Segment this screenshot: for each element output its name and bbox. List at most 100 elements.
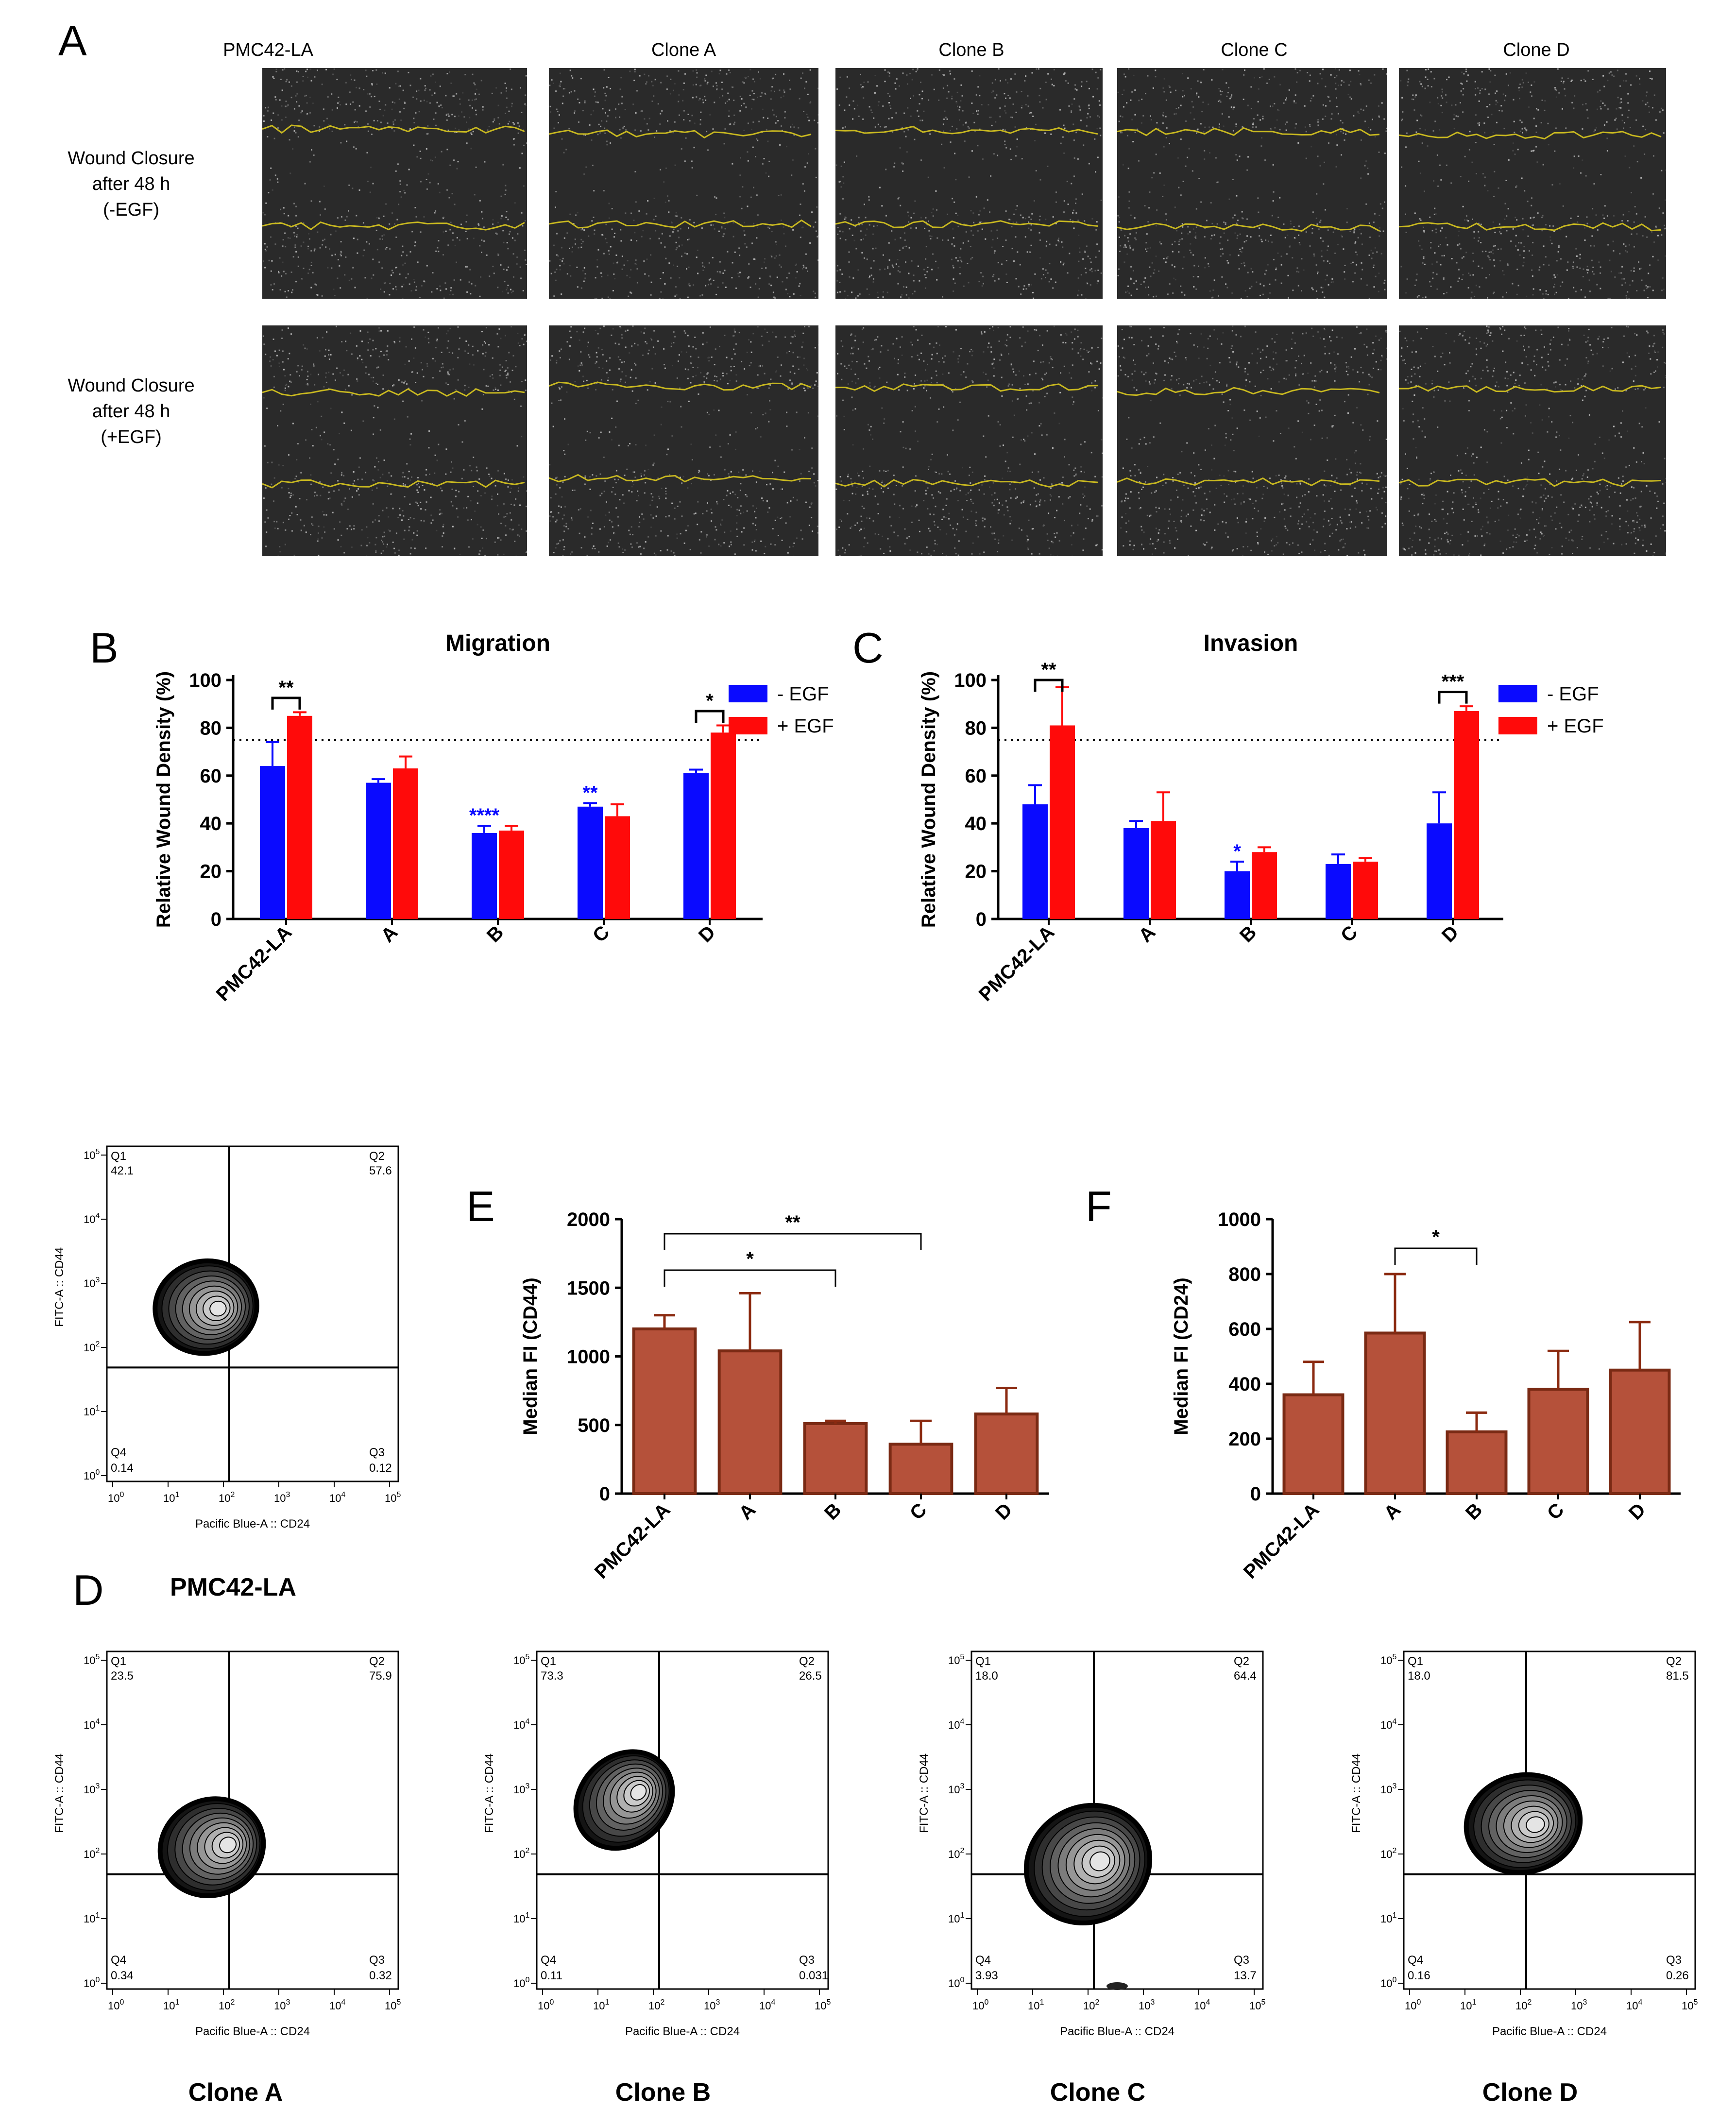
texture-speck bbox=[515, 498, 517, 500]
texture-speck bbox=[1652, 193, 1654, 195]
texture-speck bbox=[882, 105, 884, 107]
texture-speck bbox=[1162, 196, 1164, 197]
texture-speck bbox=[981, 221, 983, 223]
texture-speck bbox=[1315, 217, 1317, 219]
texture-speck bbox=[402, 400, 404, 402]
texture-speck bbox=[1134, 237, 1136, 239]
texture-speck bbox=[587, 345, 588, 347]
texture-speck bbox=[899, 147, 901, 149]
texture-speck bbox=[325, 381, 327, 383]
texture-speck bbox=[947, 239, 949, 241]
texture-speck bbox=[1009, 523, 1011, 525]
texture-speck bbox=[452, 505, 454, 507]
texture-speck bbox=[438, 105, 440, 107]
texture-speck bbox=[387, 122, 389, 124]
texture-speck bbox=[416, 502, 418, 504]
wound-edge-line bbox=[835, 220, 1098, 228]
texture-speck bbox=[1195, 288, 1197, 290]
texture-speck bbox=[1063, 365, 1065, 367]
texture-speck bbox=[1167, 293, 1169, 295]
texture-speck bbox=[367, 537, 369, 539]
texture-speck bbox=[589, 488, 591, 490]
texture-speck bbox=[399, 337, 401, 339]
texture-speck bbox=[891, 264, 893, 266]
texture-speck bbox=[1543, 298, 1545, 299]
texture-speck bbox=[770, 255, 772, 256]
texture-speck bbox=[716, 85, 718, 86]
texture-speck bbox=[1259, 77, 1261, 79]
texture-speck bbox=[659, 123, 661, 125]
texture-speck bbox=[311, 523, 313, 525]
texture-speck bbox=[1258, 211, 1259, 213]
texture-speck bbox=[1542, 215, 1544, 217]
texture-speck bbox=[765, 267, 767, 269]
texture-speck bbox=[560, 357, 561, 358]
texture-speck bbox=[1067, 204, 1069, 205]
texture-speck bbox=[1586, 272, 1588, 273]
texture-speck bbox=[767, 118, 769, 119]
texture-speck bbox=[307, 272, 309, 274]
texture-speck bbox=[1573, 155, 1575, 157]
texture-speck bbox=[600, 431, 602, 433]
texture-speck bbox=[682, 476, 684, 477]
texture-speck bbox=[373, 274, 374, 276]
texture-speck bbox=[1022, 217, 1024, 219]
texture-speck bbox=[1531, 95, 1532, 97]
texture-speck bbox=[719, 97, 720, 99]
texture-speck bbox=[1549, 236, 1551, 238]
texture-speck bbox=[450, 289, 452, 291]
texture-speck bbox=[307, 384, 309, 386]
texture-speck bbox=[706, 510, 708, 512]
texture-speck bbox=[857, 269, 859, 271]
texture-speck bbox=[354, 79, 356, 81]
texture-speck bbox=[358, 494, 360, 496]
texture-speck bbox=[687, 239, 689, 240]
texture-speck bbox=[278, 271, 279, 272]
texture-speck bbox=[684, 252, 686, 254]
texture-speck bbox=[507, 248, 509, 250]
texture-speck bbox=[1208, 263, 1209, 265]
texture-speck bbox=[1652, 255, 1654, 257]
texture-speck bbox=[1133, 74, 1135, 76]
texture-speck bbox=[653, 462, 655, 464]
texture-speck bbox=[1374, 213, 1376, 215]
texture-speck bbox=[796, 221, 798, 222]
texture-speck bbox=[588, 354, 590, 356]
texture-speck bbox=[870, 274, 872, 276]
texture-speck bbox=[1294, 238, 1296, 239]
texture-speck bbox=[679, 298, 681, 299]
texture-speck bbox=[620, 378, 622, 380]
texture-speck bbox=[370, 355, 372, 357]
texture-speck bbox=[722, 375, 724, 377]
texture-speck bbox=[617, 525, 619, 527]
texture-speck bbox=[1316, 193, 1318, 195]
texture-speck bbox=[408, 71, 409, 73]
texture-speck bbox=[308, 238, 310, 240]
texture-speck bbox=[989, 328, 991, 329]
texture-speck bbox=[563, 530, 565, 532]
texture-speck bbox=[418, 486, 420, 488]
texture-speck bbox=[517, 122, 519, 124]
texture-speck bbox=[1439, 129, 1441, 131]
texture-speck bbox=[512, 138, 514, 140]
texture-speck bbox=[1075, 212, 1077, 214]
texture-speck bbox=[902, 485, 903, 487]
texture-speck bbox=[353, 471, 355, 473]
texture-speck bbox=[780, 518, 782, 519]
texture-speck bbox=[1562, 281, 1564, 283]
texture-speck bbox=[338, 489, 340, 491]
texture-speck bbox=[1318, 228, 1320, 230]
texture-speck bbox=[479, 295, 481, 297]
texture-speck bbox=[844, 552, 846, 554]
texture-speck bbox=[580, 238, 582, 240]
texture-speck bbox=[1128, 207, 1130, 209]
texture-speck bbox=[553, 552, 555, 554]
texture-speck bbox=[748, 339, 750, 340]
texture-speck bbox=[383, 543, 385, 545]
texture-speck bbox=[1034, 140, 1036, 142]
texture-speck bbox=[1349, 96, 1351, 98]
texture-speck bbox=[304, 183, 306, 185]
texture-speck bbox=[683, 82, 685, 84]
texture-speck bbox=[1416, 296, 1418, 298]
texture-speck bbox=[883, 291, 884, 293]
